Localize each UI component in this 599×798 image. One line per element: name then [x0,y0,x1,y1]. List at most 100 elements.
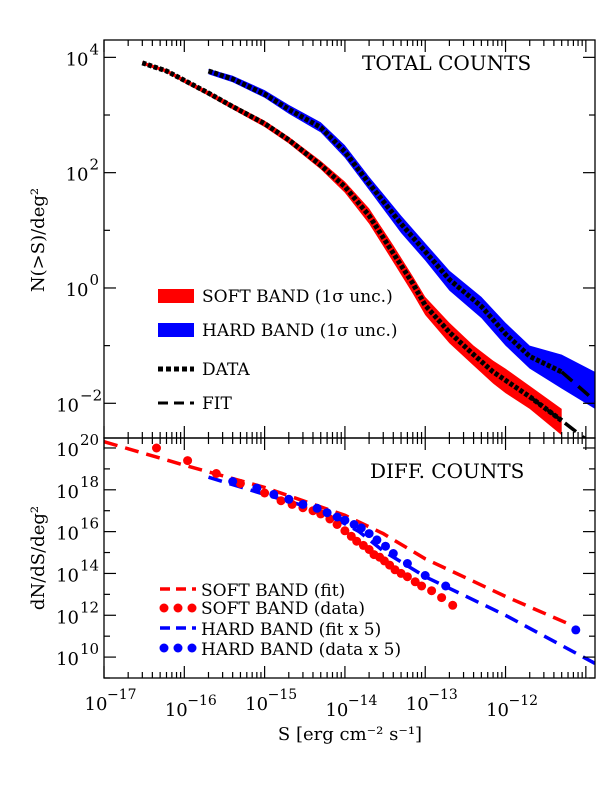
svg-text:−13: −13 [428,687,458,703]
data-point [235,479,245,488]
data-point [349,520,359,529]
svg-text:−15: −15 [268,687,298,703]
data-point [388,549,398,558]
y-tick-label: 10 18 [56,473,99,503]
data-point [152,443,161,453]
data-point [427,586,437,596]
x-tick-label: 10 −14 [325,693,377,721]
data-point [410,577,420,587]
svg-text:10: 10 [56,524,79,545]
svg-text:−12: −12 [509,693,539,709]
svg-text:10: 10 [66,280,89,301]
y-tick-label: 10 14 [56,556,99,586]
data-point [211,469,221,478]
bottom-legend: SOFT BAND (fit) SOFT BAND (data) HARD BA… [159,581,401,660]
legend-label-soft-band: SOFT BAND (1σ unc.) [202,287,393,307]
data-line [207,68,563,375]
legend-swatch-hard-band [158,323,194,337]
top-y-axis-label: N(>S)/deg² [28,188,49,292]
y-tick-label: 10 0 [66,271,99,301]
x-tick-label: 10 −12 [486,693,538,721]
svg-text:10: 10 [245,694,268,715]
legend-swatch-soft-band [158,289,194,303]
svg-text:10: 10 [406,694,429,715]
legend-swatch-hard-data [159,643,197,653]
svg-text:10: 10 [56,607,79,628]
svg-text:10: 10 [56,482,79,503]
y-tick-label: 10 16 [56,515,99,545]
bottom-y-axis-label: dN/dS/deg² [28,506,49,610]
y-tick-label: 10 10 [56,640,99,670]
data-point [276,496,286,506]
svg-text:10: 10 [85,694,108,715]
svg-text:10: 10 [486,700,509,721]
svg-text:10: 10 [56,440,79,461]
fit-line [560,370,595,403]
data-point [364,529,374,539]
legend-label-soft-data: SOFT BAND (data) [201,599,365,619]
svg-text:10: 10 [80,640,99,658]
y-tick-label: 10 −2 [56,386,102,416]
legend-label-data: DATA [202,360,250,380]
y-tick-label: 10 2 [66,156,99,186]
data-point [571,625,581,635]
legend-label-hard-data: HARD BAND (data x 5) [201,640,401,660]
data-point [402,559,412,568]
top-legend: SOFT BAND (1σ unc.) HARD BAND (1σ unc.) … [158,287,398,414]
svg-text:10: 10 [56,649,79,670]
bottom-frame [103,437,596,679]
svg-text:16: 16 [80,515,99,533]
x-tick-label: 10 −13 [406,687,458,715]
data-point [322,508,332,518]
svg-text:0: 0 [90,271,100,289]
data-point [298,499,308,509]
band-soft [142,61,562,436]
data-point [417,581,427,591]
data-point [437,593,447,603]
data-point [372,535,382,545]
y-tick-label: 10 4 [66,40,99,70]
legend-label-hard-band: HARD BAND (1σ unc.) [202,321,398,341]
svg-text:10: 10 [56,565,79,586]
bottom-ticks [103,438,595,679]
data-point [332,520,342,529]
data-point [356,523,366,533]
x-axis-label: S [erg cm⁻² s⁻¹] [278,724,422,745]
data-point [448,600,458,610]
x-tick-label: 10 −15 [245,687,297,715]
data-point [441,581,451,591]
svg-text:10: 10 [325,700,348,721]
fit-line [528,395,588,438]
svg-text:4: 4 [90,40,100,58]
svg-text:−2: −2 [80,386,102,404]
svg-text:10: 10 [165,700,188,721]
y-tick-label: 10 12 [56,598,99,628]
data-point [269,489,279,499]
data-point [284,494,294,504]
svg-text:12: 12 [80,598,99,616]
top-frame [103,39,596,439]
svg-text:2: 2 [90,156,100,174]
bottom-title: DIFF. COUNTS [370,459,524,483]
svg-text:−17: −17 [107,687,137,703]
svg-text:−14: −14 [348,693,378,709]
data-point [312,503,322,513]
data-point [402,572,412,582]
svg-text:10: 10 [66,165,89,186]
top-plot-area [141,60,595,438]
data-point [228,477,238,486]
data-point [332,512,342,522]
legend-label-hard-fit: HARD BAND (fit x 5) [201,620,381,640]
bottom-plot-area [104,440,595,665]
data-point [381,541,390,551]
data-point [260,488,270,498]
data-point [420,571,430,580]
data-point [352,536,362,546]
x-tick-label: 10 −17 [85,687,137,715]
y-tick-label: 10 20 [56,431,99,461]
